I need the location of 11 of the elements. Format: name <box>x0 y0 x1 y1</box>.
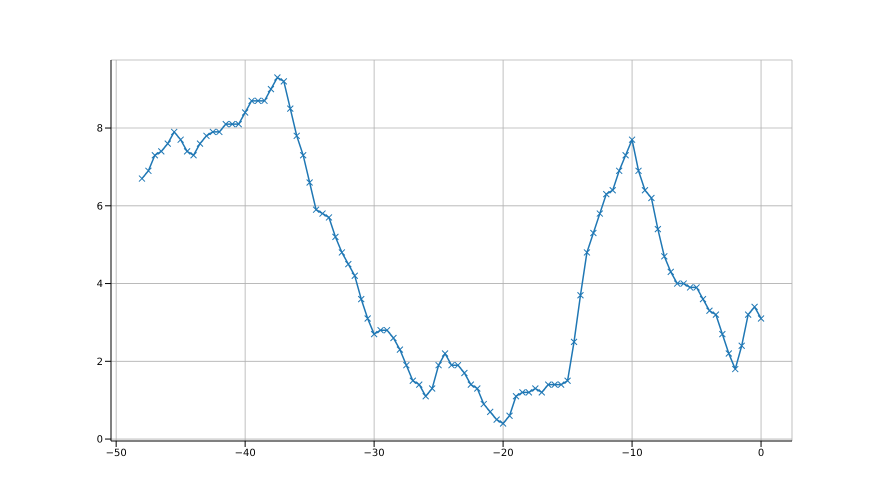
y-tick-label: 4 <box>96 279 103 290</box>
x-tick-label: −30 <box>364 448 385 460</box>
x-tick-label: −40 <box>234 448 256 460</box>
x-tick-label: −20 <box>492 448 514 460</box>
x-tick-label: −50 <box>106 448 127 460</box>
x-tick-label: 0 <box>758 448 764 460</box>
y-tick-label: 8 <box>96 124 103 135</box>
y-tick-label: 0 <box>96 434 103 446</box>
y-tick-label: 2 <box>96 356 103 368</box>
y-tick-label: 6 <box>96 201 103 212</box>
x-tick-label: −10 <box>622 448 643 460</box>
